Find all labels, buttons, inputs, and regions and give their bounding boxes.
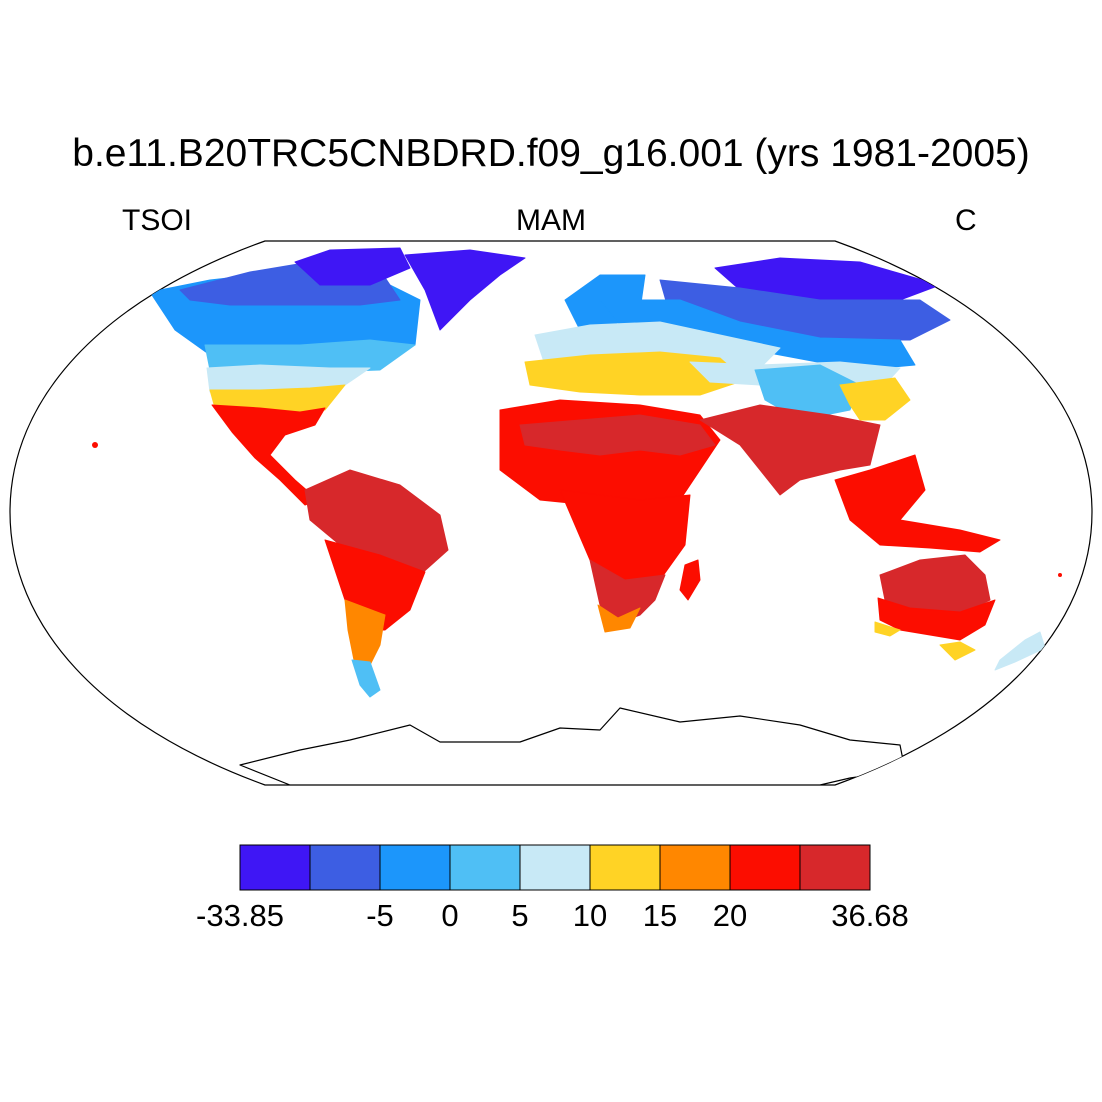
colorbar-label: -5: [366, 898, 394, 933]
region-new-zealand: [994, 631, 1046, 671]
season-label: MAM: [516, 204, 586, 237]
region-australia-coast: [874, 621, 976, 661]
region-sahara-arabia: [519, 414, 716, 456]
colorbar-label: 5: [511, 898, 529, 933]
region-china-north: [839, 377, 911, 421]
units-label: C: [955, 204, 977, 237]
colorbar-label: 36.68: [831, 898, 909, 933]
colorbar-label: -33.85: [196, 898, 284, 933]
region-south-africa-tip: [597, 604, 641, 633]
colorbar-box: [239, 844, 311, 891]
colorbar-label: 0: [441, 898, 459, 933]
colorbar-box: [519, 844, 591, 891]
region-tibet: [754, 364, 861, 421]
region-greenland: [404, 249, 526, 331]
colorbar-box: [659, 844, 731, 891]
region-madagascar: [679, 559, 701, 601]
colorbar-box: [309, 844, 381, 891]
variable-label: TSOI: [122, 204, 193, 237]
colorbar-label: 15: [642, 898, 678, 933]
colorbar-box: [449, 844, 521, 891]
colorbar-box: [379, 844, 451, 891]
page-title: b.e11.B20TRC5CNBDRD.f09_g16.001 (yrs 198…: [72, 132, 1030, 175]
region-mexico-central-america: [211, 404, 326, 506]
colorbar-box: [799, 844, 871, 891]
region-south-america-north: [304, 469, 449, 576]
region-australia-south: [877, 597, 996, 641]
region-arctic-islands-canada: [294, 247, 411, 286]
colorbar-box: [729, 844, 801, 891]
colorbar-box: [589, 844, 661, 891]
region-indonesia: [834, 454, 1001, 553]
colorbar-label: 10: [572, 898, 608, 933]
colorbar-label: 20: [712, 898, 748, 933]
antarctica: [239, 707, 906, 785]
region-india-se-asia: [699, 404, 881, 496]
pacific-islands: [92, 442, 1062, 577]
region-patagonia: [351, 659, 381, 698]
region-mediterranean: [524, 351, 746, 396]
